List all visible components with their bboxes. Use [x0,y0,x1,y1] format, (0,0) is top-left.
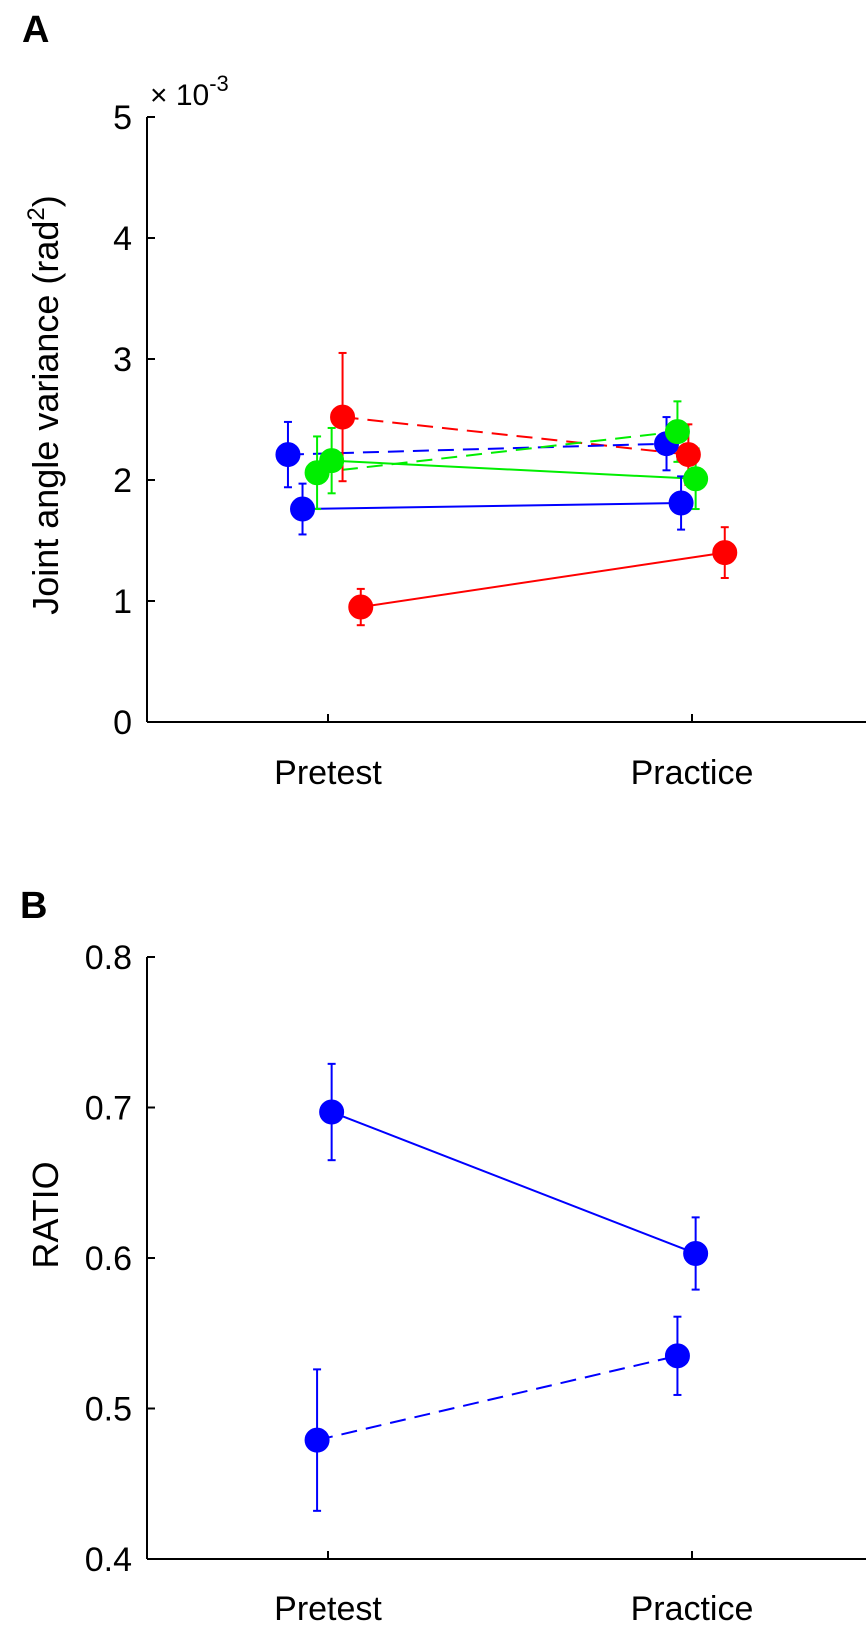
panel-b-data-point [664,1343,690,1369]
panel-a-x-tick-label: Practice [631,754,754,792]
panel-a-series-line [360,551,725,609]
panel-a-series-line [316,430,678,474]
panel-b-y-tick-label: 0.4 [85,1541,132,1579]
panel-b-y-tick-label: 0.5 [85,1391,132,1429]
panel-a-data-point [675,442,701,468]
panel-a-y-tick-label: 1 [113,583,132,621]
panel-a-series-line [302,501,682,511]
panel-a-label: A [22,9,49,51]
panel-a-data-point [712,540,738,566]
panel-a-data-point [290,496,316,522]
panel-a-data-point [330,404,356,430]
panel-b-series-line [331,1111,697,1255]
panel-a-y-tick-label: 3 [113,341,132,379]
panel-a-data-point [664,419,690,445]
panel-a-series-line [287,442,667,456]
panel-a-data-point [348,594,374,620]
panel-a-y-axis-label: Joint angle variance (rad2) [23,195,66,615]
panel-a-data-point [275,442,301,468]
panel-b-x-tick-label: Practice [631,1590,754,1627]
panel-b-series-line [316,1354,678,1442]
panel-a-y-tick-label: 5 [113,99,132,137]
panel-b-label: B [20,885,47,927]
panel-a-series-line [342,416,689,456]
panel-b-plot: 0.4 0.5 0.6 0.7 0.8 Pretest Practice [85,939,754,1627]
panel-a-y-tick-label: 2 [113,462,132,500]
panel-b-y-axis-label: RATIO [25,1161,66,1268]
panel-a-series-line [331,459,696,480]
panel-b-y-tick-label: 0.6 [85,1240,132,1278]
panel-a-y-tick-label: 4 [113,220,132,258]
panel-b-data-point [319,1099,345,1125]
panel-b-data-point [304,1427,330,1453]
panel-a-data-point [683,466,709,492]
panel-b-x-tick-label: Pretest [274,1590,382,1627]
panel-a-data-point [319,448,345,474]
panel-a-data-point [668,490,694,516]
panel-b-data-point [683,1240,709,1266]
panel-b-y-tick-label: 0.7 [85,1090,132,1128]
panel-b-y-tick-label: 0.8 [85,939,132,977]
panel-a-x-tick-label: Pretest [274,754,382,792]
panel-a-exponent: × 10-3 [150,71,229,112]
panel-a-plot: 0 1 2 3 4 5 Pretest Practice [113,99,753,792]
panel-a-y-tick-label: 0 [113,704,132,742]
